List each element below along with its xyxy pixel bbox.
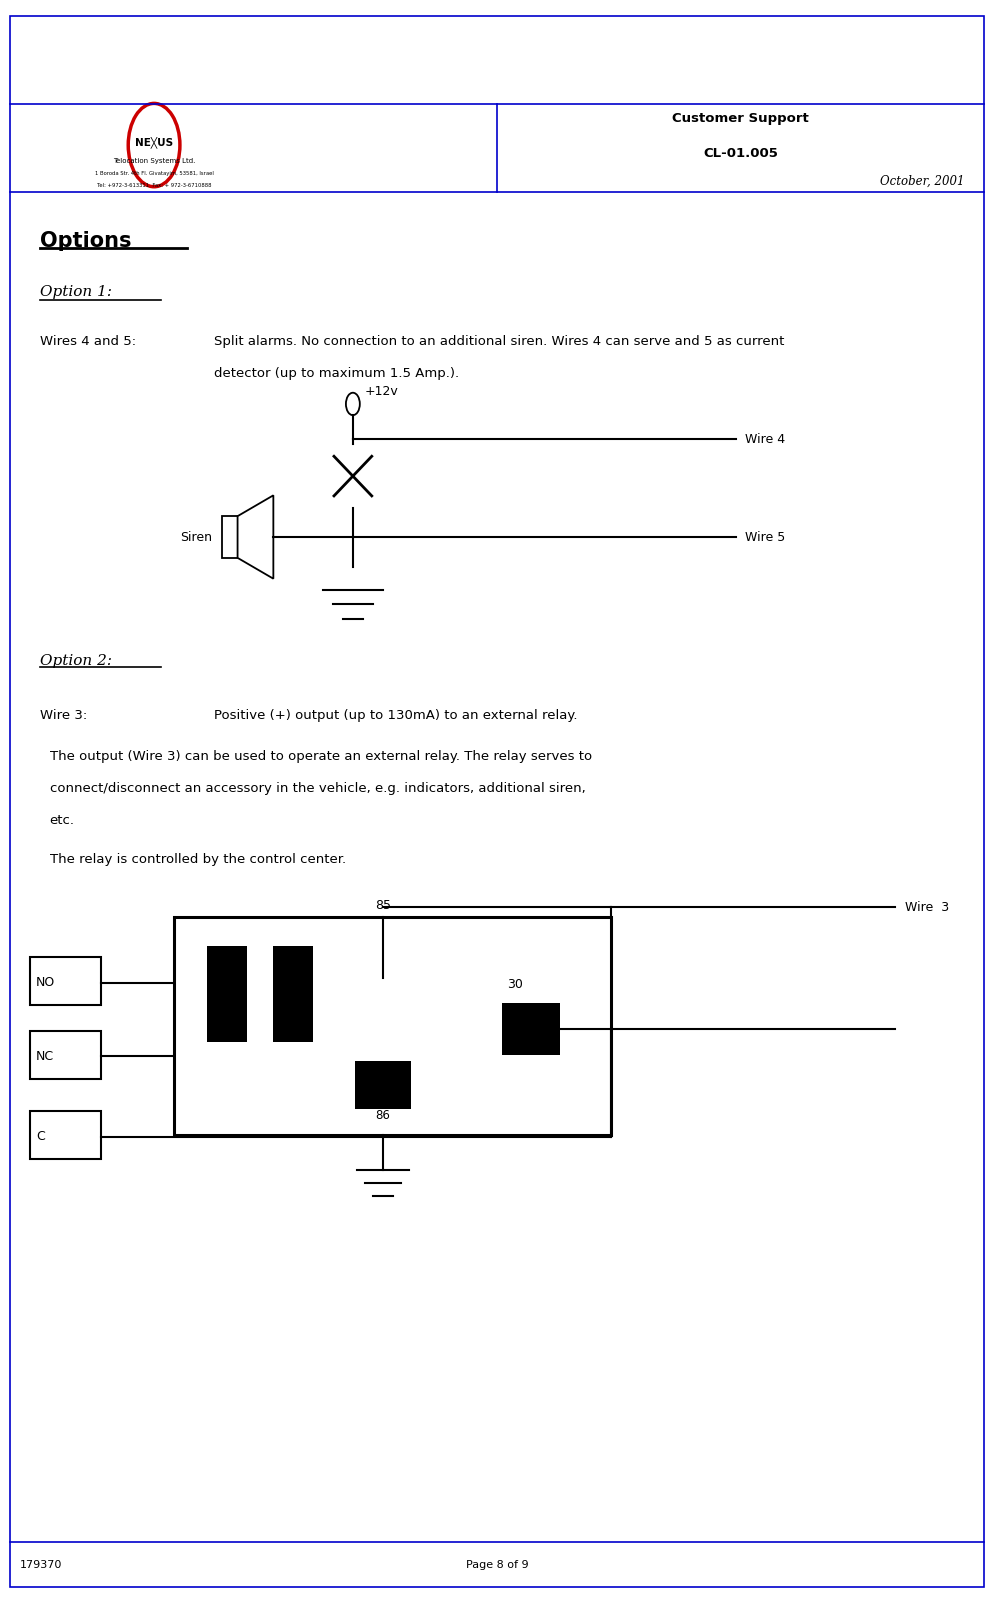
Bar — [502, 1003, 560, 1055]
Text: Split alarms. No connection to an additional siren. Wires 4 can serve and 5 as c: Split alarms. No connection to an additi… — [214, 335, 784, 348]
Text: connect/disconnect an accessory in the vehicle, e.g. indicators, additional sire: connect/disconnect an accessory in the v… — [50, 782, 585, 795]
Text: Options: Options — [40, 231, 131, 250]
Text: C: C — [36, 1130, 45, 1143]
Text: Positive (+) output (up to 130mA) to an external relay.: Positive (+) output (up to 130mA) to an … — [214, 709, 578, 721]
Text: Option 2:: Option 2: — [40, 654, 111, 668]
Text: 1 Boroda Str. 4th Fl. Givatayim, 53581, Israel: 1 Boroda Str. 4th Fl. Givatayim, 53581, … — [94, 172, 214, 176]
Text: 30: 30 — [507, 978, 523, 991]
Text: October, 2001: October, 2001 — [880, 175, 964, 188]
Text: Wire 5: Wire 5 — [746, 531, 785, 543]
Bar — [222, 516, 238, 558]
Bar — [355, 1061, 411, 1109]
Text: 87A: 87A — [281, 968, 305, 981]
Polygon shape — [238, 495, 273, 579]
Circle shape — [346, 393, 360, 415]
Bar — [30, 1031, 101, 1079]
Text: NO: NO — [36, 976, 55, 989]
Text: Option 1:: Option 1: — [40, 285, 111, 300]
Bar — [207, 946, 247, 1042]
Text: 86: 86 — [376, 1109, 390, 1122]
Text: CL-01.005: CL-01.005 — [703, 147, 778, 160]
Text: +12v: +12v — [365, 385, 399, 398]
Text: Customer Support: Customer Support — [672, 112, 809, 125]
Text: The output (Wire 3) can be used to operate an external relay. The relay serves t: The output (Wire 3) can be used to opera… — [50, 750, 591, 763]
Text: Siren: Siren — [180, 531, 212, 543]
Bar — [273, 946, 313, 1042]
Text: 85: 85 — [375, 899, 391, 912]
Text: Wire 3:: Wire 3: — [40, 709, 87, 721]
Bar — [30, 957, 101, 1005]
Bar — [174, 917, 611, 1135]
Text: Tel: +972-3-613311  Fax: + 972-3-6710888: Tel: +972-3-613311 Fax: + 972-3-6710888 — [96, 183, 212, 188]
Text: Page 8 of 9: Page 8 of 9 — [465, 1560, 529, 1569]
Text: NE╳US: NE╳US — [135, 136, 173, 147]
Text: NC: NC — [36, 1050, 54, 1063]
Text: Telocation Systems Ltd.: Telocation Systems Ltd. — [113, 157, 195, 164]
Bar — [30, 1111, 101, 1159]
Text: The relay is controlled by the control center.: The relay is controlled by the control c… — [50, 853, 346, 866]
Text: Wires 4 and 5:: Wires 4 and 5: — [40, 335, 136, 348]
Text: 87: 87 — [219, 968, 235, 981]
Circle shape — [128, 104, 180, 188]
Text: etc.: etc. — [50, 814, 75, 827]
Text: Wire 4: Wire 4 — [746, 433, 785, 446]
Text: 179370: 179370 — [20, 1560, 63, 1569]
Text: detector (up to maximum 1.5 Amp.).: detector (up to maximum 1.5 Amp.). — [214, 367, 459, 380]
Text: Wire  3: Wire 3 — [905, 901, 948, 914]
